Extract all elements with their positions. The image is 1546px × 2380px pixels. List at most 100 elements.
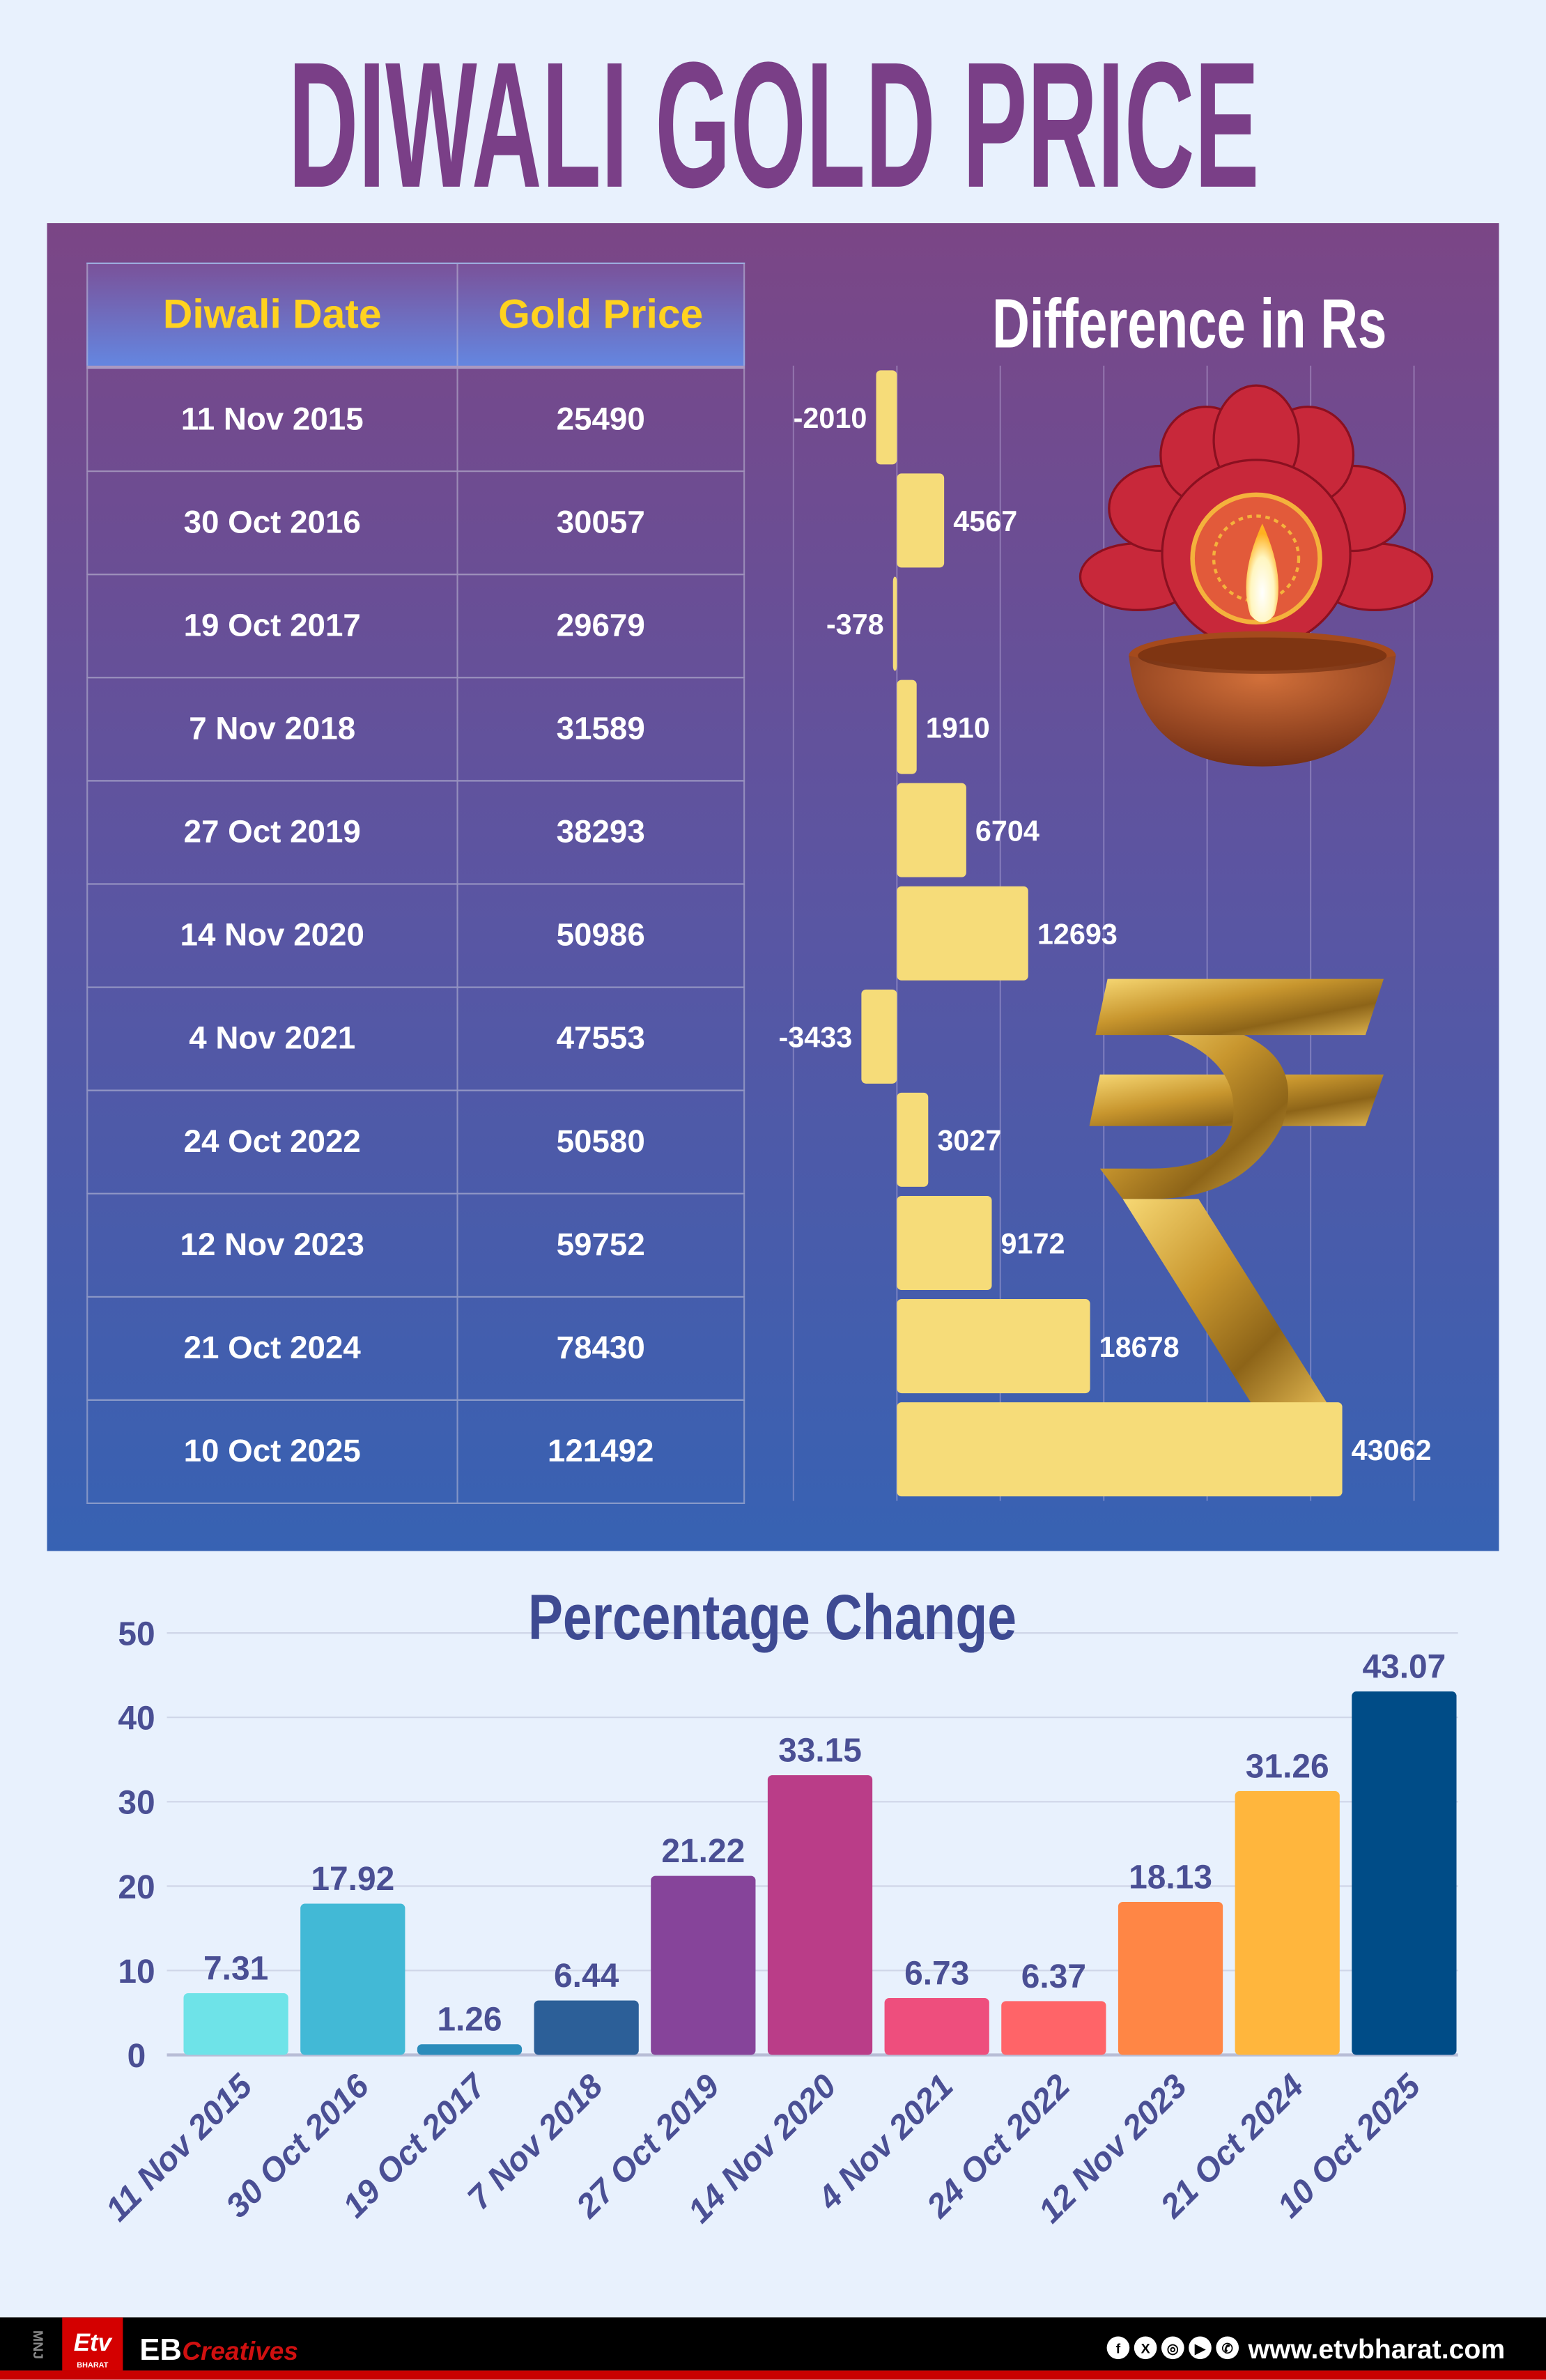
difference-bar	[897, 783, 966, 877]
table-row: 21 Oct 2024 78430	[86, 1297, 745, 1401]
percentage-bar	[884, 1998, 989, 2055]
svg-text:◎: ◎	[1167, 2341, 1179, 2356]
difference-label: 12693	[1037, 918, 1118, 950]
price-cell: 121492	[456, 1400, 745, 1503]
side-text: MNJ	[30, 2331, 45, 2359]
percentage-bar	[767, 1775, 873, 2055]
table-row: 19 Oct 2017 29679	[86, 575, 745, 679]
date-cell: 21 Oct 2024	[86, 1297, 456, 1399]
table-row: 7 Nov 2018 31589	[86, 678, 745, 782]
difference-label: 43062	[1352, 1434, 1432, 1466]
difference-bar	[897, 886, 1028, 981]
percentage-label: 31.26	[1246, 1748, 1329, 1785]
percentage-bar	[183, 1993, 288, 2055]
percentage-bar	[1118, 1902, 1223, 2055]
brand-text: EB	[139, 2333, 181, 2367]
difference-bar	[897, 1195, 992, 1290]
brand-script: Creatives	[182, 2336, 298, 2365]
difference-label: 6704	[975, 815, 1039, 847]
difference-bar	[897, 680, 917, 774]
etv-logo	[62, 2317, 123, 2371]
price-cell: 38293	[456, 781, 745, 884]
facebook-icon[interactable]: f	[1106, 2336, 1130, 2360]
table-row: 4 Nov 2021 47553	[86, 988, 745, 1091]
percentage-bar	[1235, 1791, 1340, 2055]
footer: MNJ Etv BHARAT EB Creatives f X ◎ ▶ ✆ www.et…	[0, 2317, 1546, 2371]
percentage-bar	[534, 2000, 639, 2055]
percentage-title: Percentage Change	[528, 1582, 1017, 1653]
price-cell: 59752	[456, 1194, 745, 1296]
date-cell: 11 Nov 2015	[86, 369, 456, 471]
price-cell: 78430	[456, 1297, 745, 1399]
percentage-label: 7.31	[203, 1950, 268, 1987]
price-cell: 50580	[456, 1091, 745, 1193]
y-tick-label: 30	[118, 1785, 155, 1822]
date-cell: 4 Nov 2021	[86, 988, 456, 1090]
svg-text:f: f	[1116, 2341, 1121, 2356]
page-title-wrap: DIWALI GOLD PRICE	[288, 25, 1260, 213]
percentage-label: 43.07	[1362, 1648, 1446, 1685]
price-table: Diwali Date Gold Price 11 Nov 2015 25490 3…	[86, 262, 745, 1505]
price-cell: 31589	[456, 678, 745, 781]
rupee-icon	[1089, 978, 1384, 1404]
percentage-label: 6.44	[554, 1958, 619, 1995]
table-header: Diwali Date Gold Price	[86, 262, 745, 369]
difference-bar	[897, 1299, 1090, 1394]
difference-bar	[861, 989, 897, 1084]
difference-label: 18678	[1099, 1331, 1180, 1363]
y-tick-label: 40	[118, 1700, 155, 1737]
date-cell: 24 Oct 2022	[86, 1091, 456, 1193]
price-cell: 50986	[456, 884, 745, 987]
date-cell: 12 Nov 2023	[86, 1194, 456, 1296]
website-link[interactable]: www.etvbharat.com	[1247, 2335, 1505, 2365]
svg-text:BHARAT: BHARAT	[77, 2361, 108, 2370]
percentage-label: 1.26	[437, 2002, 502, 2039]
difference-label: 4567	[953, 505, 1017, 537]
price-cell: 47553	[456, 988, 745, 1090]
date-cell: 10 Oct 2025	[86, 1400, 456, 1503]
percentage-bar	[417, 2044, 523, 2055]
price-cell: 25490	[456, 369, 745, 471]
table-row: 12 Nov 2023 59752	[86, 1194, 745, 1298]
difference-bar	[897, 473, 945, 568]
difference-bar	[892, 576, 897, 671]
y-tick-label: 10	[118, 1953, 155, 1990]
y-tick-label: 0	[127, 2038, 146, 2075]
percentage-label: 21.22	[661, 1833, 745, 1870]
table-row: 30 Oct 2016 30057	[86, 472, 745, 576]
price-cell: 29679	[456, 575, 745, 677]
table-row: 24 Oct 2022 50580	[86, 1091, 745, 1195]
percentage-label: 6.37	[1021, 1958, 1086, 1995]
percentage-bar	[300, 1903, 405, 2055]
table-row: 11 Nov 2015 25490	[86, 369, 745, 473]
difference-label: -3433	[779, 1022, 853, 1054]
svg-text:✆: ✆	[1221, 2341, 1233, 2356]
difference-label: -2010	[794, 402, 867, 434]
svg-text:▶: ▶	[1194, 2341, 1207, 2356]
percentage-label: 6.73	[904, 1955, 969, 1992]
header-price: Gold Price	[456, 263, 745, 366]
table-row: 27 Oct 2019 38293	[86, 781, 745, 885]
footer-strip	[0, 2370, 1546, 2380]
header-date: Diwali Date	[86, 263, 456, 366]
difference-label: 1910	[926, 712, 990, 744]
percentage-bar	[1001, 2001, 1106, 2055]
percentage-label: 17.92	[311, 1861, 394, 1898]
date-cell: 7 Nov 2018	[86, 678, 456, 781]
youtube-icon[interactable]: ▶	[1189, 2336, 1212, 2360]
date-cell: 14 Nov 2020	[86, 884, 456, 987]
whatsapp-icon[interactable]: ✆	[1216, 2336, 1239, 2360]
date-cell: 19 Oct 2017	[86, 575, 456, 677]
price-cell: 30057	[456, 472, 745, 574]
table-row: 10 Oct 2025 121492	[86, 1400, 745, 1505]
instagram-icon[interactable]: ◎	[1161, 2336, 1184, 2360]
difference-chart: Difference in Rs -2010 4567 -378 1910 6704 12…	[779, 285, 1434, 1501]
y-tick-label: 20	[118, 1869, 155, 1906]
difference-bar	[876, 370, 897, 465]
percentage-label: 33.15	[778, 1733, 862, 1769]
percentage-label: 18.13	[1129, 1859, 1212, 1896]
x-icon[interactable]: X	[1134, 2336, 1157, 2360]
diya-icon	[1079, 384, 1434, 767]
y-tick-label: 50	[118, 1616, 155, 1653]
